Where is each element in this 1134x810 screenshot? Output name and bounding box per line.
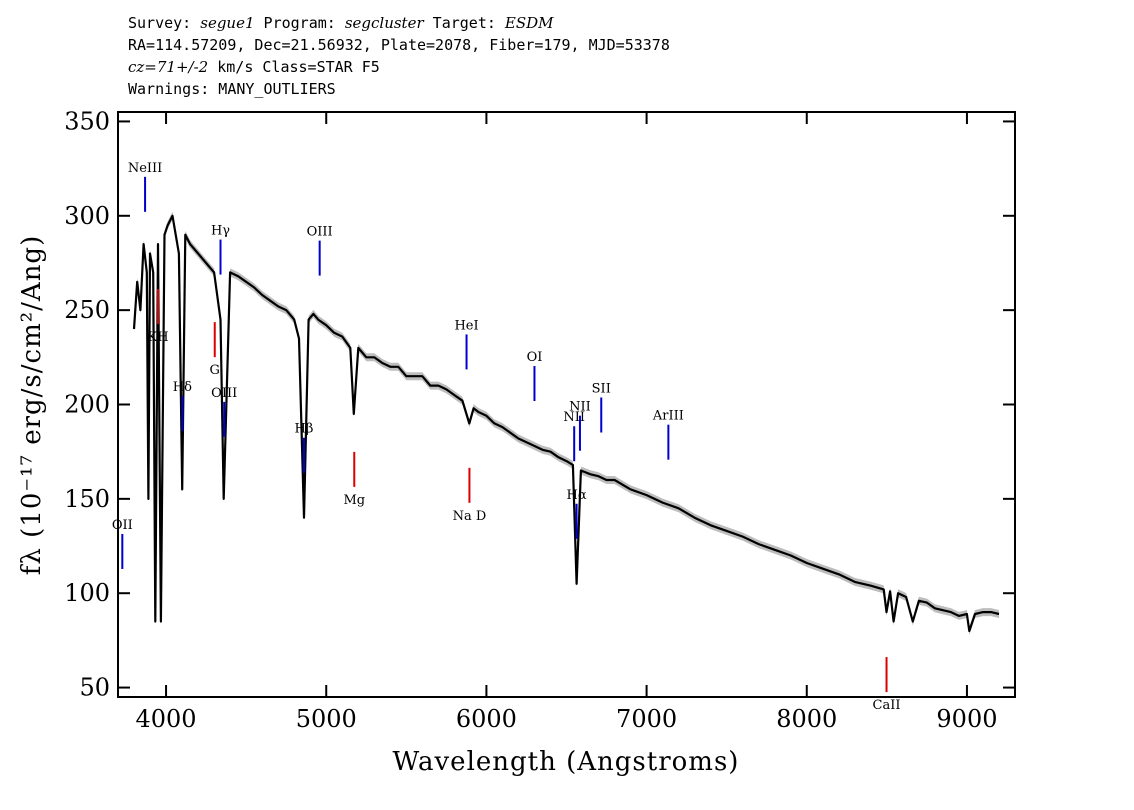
emission-label: OIII: [307, 225, 333, 240]
y-tick-label: 250: [64, 296, 110, 324]
spectrum-header: Survey: segue1 Program: segcluster Targe…: [128, 12, 670, 100]
emission-label: Hδ: [173, 380, 192, 395]
target-label: Target:: [423, 14, 505, 32]
x-tick-label: 8000: [776, 705, 837, 733]
y-tick-label: 200: [64, 391, 110, 419]
header-line-redshift: cz=71+/-2 km/s Class=STAR F5: [128, 56, 670, 78]
header-line-survey: Survey: segue1 Program: segcluster Targe…: [128, 12, 670, 34]
spectrum-line: [132, 214, 1000, 633]
y-tick-label: 300: [64, 202, 110, 230]
emission-label: SII: [592, 381, 611, 396]
survey-value: segue1: [200, 14, 255, 32]
y-axis-label: fλ (10⁻¹⁷ erg/s/cm²/Ang): [17, 235, 47, 575]
absorption-label: CaII: [873, 698, 901, 713]
emission-label: OI: [527, 350, 543, 365]
x-tick-label: 5000: [296, 705, 357, 733]
emission-label: Hβ: [295, 422, 314, 437]
emission-label: OII: [112, 518, 133, 533]
program-value: segcluster: [344, 14, 424, 32]
target-value: ESDM: [504, 14, 554, 32]
x-axis-label: Wavelength (Angstroms): [393, 747, 740, 777]
emission-label: Hα: [567, 488, 587, 503]
header-line-warnings: Warnings: MANY_OUTLIERS: [128, 80, 336, 98]
x-tick-label: 7000: [616, 705, 677, 733]
emission-label: OIII: [211, 386, 237, 401]
class-value: km/s Class=STAR F5: [208, 58, 380, 76]
absorption-label: KH: [148, 330, 169, 345]
y-tick-label: 350: [64, 107, 110, 135]
x-tick-label: 9000: [936, 705, 997, 733]
plot-area: OIINeIIIHδHγOIIIHβOIIIHeIOINIIHαNIISIIAr…: [112, 161, 1000, 713]
absorption-label: Mg: [343, 493, 365, 508]
program-label: Program:: [254, 14, 345, 32]
emission-label: NeIII: [128, 161, 162, 176]
absorption-label: Na D: [453, 509, 487, 524]
y-tick-label: 150: [64, 485, 110, 513]
x-tick-label: 6000: [456, 705, 517, 733]
emission-label: HeI: [454, 318, 478, 333]
emission-label: ArIII: [652, 409, 684, 424]
emission-label: Hγ: [211, 224, 230, 239]
absorption-label: G: [210, 363, 220, 378]
y-tick-label: 50: [79, 674, 110, 702]
x-tick-label: 4000: [136, 705, 197, 733]
emission-label: NII: [569, 400, 591, 415]
plot-frame: [117, 111, 1016, 698]
survey-label: Survey:: [128, 14, 201, 32]
y-tick-label: 100: [64, 579, 110, 607]
header-line-coordinates: RA=114.57209, Dec=21.56932, Plate=2078, …: [128, 36, 670, 54]
cz-value: cz=71+/-2: [128, 58, 209, 76]
axes: 4000 5000 6000 7000 8000 9000 50 100 150 200 250 30…: [64, 107, 1015, 733]
